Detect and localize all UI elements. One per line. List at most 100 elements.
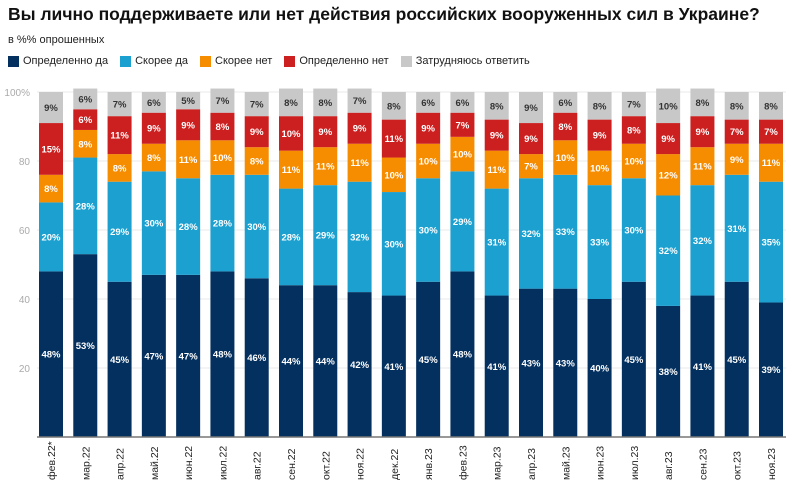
legend-item: Затрудняюсь ответить: [400, 55, 530, 67]
bar-segment: [621, 116, 646, 144]
x-tick-label: фев.23: [457, 445, 469, 480]
data-label: 30%: [144, 219, 164, 230]
x-tick-label: ноя.23: [766, 448, 778, 480]
bar-segment: [484, 119, 509, 151]
data-label: 11%: [350, 158, 369, 169]
data-label: 9%: [730, 155, 744, 166]
data-label: 32%: [693, 236, 713, 247]
data-label: 42%: [350, 360, 370, 371]
legend-swatch: [284, 55, 296, 67]
y-tick-label: 60: [19, 226, 31, 237]
bar-segment: [484, 295, 509, 437]
data-label: 9%: [524, 103, 538, 114]
data-label: 43%: [556, 358, 576, 369]
bar-segment: [724, 92, 749, 120]
data-label: 32%: [521, 229, 541, 240]
data-label: 10%: [384, 170, 404, 181]
legend-label: Затрудняюсь ответить: [415, 55, 530, 67]
data-label: 39%: [761, 365, 781, 376]
data-label: 9%: [421, 124, 435, 135]
data-label: 8%: [147, 153, 161, 164]
bar-segment: [244, 116, 269, 148]
data-label: 6%: [456, 98, 470, 109]
bar-segment: [519, 288, 543, 437]
x-tick-label: авг.22: [252, 451, 264, 480]
data-label: 33%: [556, 227, 576, 238]
data-label: 6%: [421, 98, 435, 109]
data-label: 15%: [41, 144, 61, 155]
bar-segment: [553, 92, 578, 113]
data-label: 29%: [453, 217, 473, 228]
bar-segment: [724, 281, 749, 437]
data-label: 29%: [110, 227, 130, 238]
data-label: 10%: [281, 129, 301, 140]
bar-segment: [587, 119, 612, 151]
data-label: 6%: [558, 98, 572, 109]
bar-segment: [484, 150, 509, 189]
bar-segment: [381, 192, 406, 296]
bar-segment: [553, 288, 578, 437]
data-label: 6%: [78, 94, 92, 105]
data-label: 33%: [590, 238, 610, 249]
data-label: 41%: [693, 362, 713, 373]
bar-segment: [381, 119, 406, 158]
data-label: 8%: [593, 101, 607, 112]
bar-segment: [621, 178, 646, 282]
bar-segment: [107, 181, 132, 282]
bar-segment: [210, 271, 235, 437]
chart-title: Вы лично поддерживаете или нет действия …: [8, 4, 760, 24]
bar-segment: [279, 88, 303, 117]
bar-segment: [690, 116, 715, 148]
data-label: 46%: [247, 353, 267, 364]
data-label: 8%: [216, 122, 230, 133]
data-label: 29%: [316, 231, 336, 242]
x-tick-label: мар.23: [492, 446, 504, 480]
bar-segment: [416, 143, 441, 179]
bar-segment: [210, 174, 235, 272]
bar-segment: [244, 278, 269, 437]
data-label: 10%: [453, 150, 473, 161]
bar-segment: [759, 143, 783, 182]
x-tick-label: сен.23: [697, 448, 709, 480]
data-label: 8%: [696, 98, 710, 109]
data-label: 30%: [624, 226, 644, 237]
x-tick-label: окт.23: [732, 451, 744, 480]
data-label: 41%: [487, 362, 507, 373]
bar-segment: [519, 92, 543, 124]
data-label: 31%: [727, 224, 747, 235]
data-label: 30%: [419, 226, 439, 237]
bar-segment: [107, 154, 132, 182]
data-label: 8%: [387, 101, 401, 112]
bar-segment: [347, 292, 372, 437]
bar-segment: [416, 178, 441, 282]
x-tick-label: янв.23: [423, 448, 435, 480]
bar-segment: [279, 285, 303, 437]
bar-segment: [176, 109, 201, 141]
legend: Определенно да Скорее да Скорее нет Определ…: [8, 55, 530, 67]
bar-segment: [39, 271, 63, 437]
x-tick-label: дек.22: [389, 449, 401, 480]
bar-segment: [587, 92, 612, 120]
x-tick-label: июл.22: [217, 446, 229, 480]
bar-segment: [724, 119, 749, 144]
x-tick-label: сен.22: [286, 448, 298, 480]
legend-label: Скорее нет: [215, 55, 273, 67]
data-label: 32%: [659, 246, 679, 257]
legend-label: Скорее да: [135, 55, 189, 67]
bar-segment: [450, 271, 475, 437]
bar-segment: [484, 92, 509, 120]
bar-segment: [724, 174, 749, 282]
data-label: 9%: [524, 134, 538, 145]
x-tick-label: ноя.22: [355, 448, 367, 480]
bar-segment: [313, 185, 338, 286]
data-label: 9%: [593, 131, 607, 142]
bar-segment: [759, 302, 783, 437]
legend-label: Определенно да: [23, 55, 109, 67]
bar-segment: [381, 295, 406, 437]
bar-segment: [313, 285, 338, 437]
data-label: 10%: [624, 157, 644, 168]
data-label: 11%: [385, 134, 404, 145]
bar-segment: [416, 112, 441, 144]
bar-segment: [279, 116, 303, 151]
data-label: 11%: [110, 131, 129, 142]
